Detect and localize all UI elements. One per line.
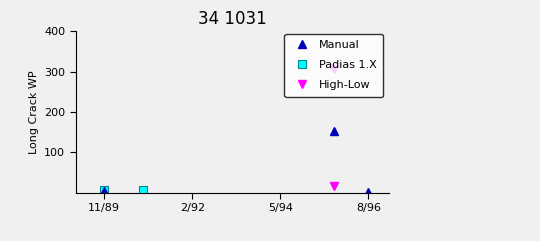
Legend: Manual, Padias 1.X, High-Low: Manual, Padias 1.X, High-Low [285,34,383,97]
Title: 34 1031: 34 1031 [198,10,267,28]
Y-axis label: Long Crack WP: Long Crack WP [29,70,38,154]
